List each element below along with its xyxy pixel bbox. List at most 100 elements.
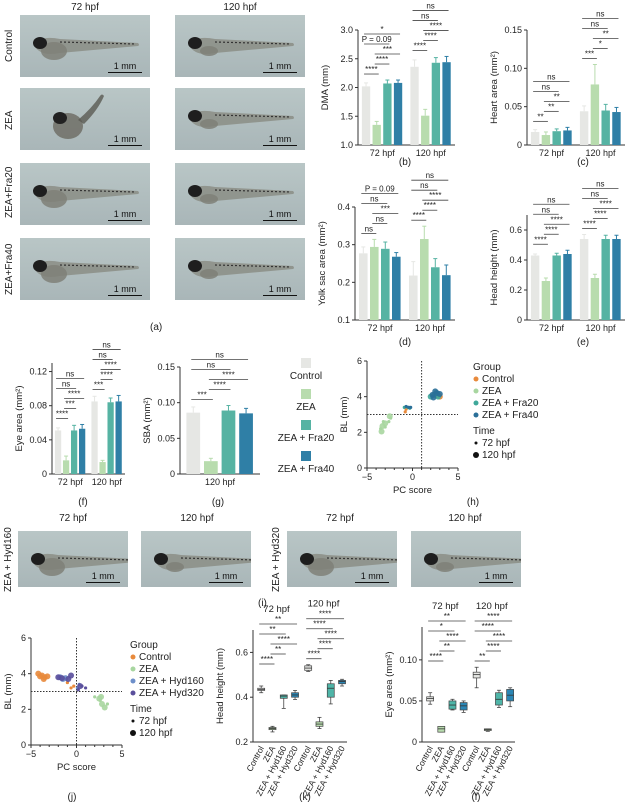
bar-control [579,239,589,320]
legend-label: Control [482,374,514,385]
significance-label: **** [365,65,377,74]
significance-label: **** [100,370,112,379]
significance-label: **** [319,640,331,649]
bar-zea-fra20 [601,239,610,320]
legend-label: ZEA + Fra40 [482,410,539,421]
significance-label: **** [493,632,505,641]
point-72hpf [69,686,73,690]
larva-image-hyd-1: 1 mm [141,531,251,587]
x-tick-label: 120 hpf [415,323,446,333]
point-72hpf [84,686,88,690]
box-2 [495,692,503,706]
y-axis-label: Eye area (mm²) [14,386,25,452]
bar-zea-fra40 [392,256,401,320]
larva-image-hyd-2: 1 mm [287,531,397,587]
significance-label: *** [381,204,390,213]
bar-zea-fra20 [381,248,390,320]
y-axis-label: Yolk sac area (mm²) [317,221,328,306]
panel-label-l: (l) [472,792,481,803]
y-tick-label: 0 [412,737,417,747]
bar-control [186,412,201,474]
panel-label-f: (f) [78,497,87,508]
significance-label: ** [269,625,275,634]
significance-label: ** [275,615,281,624]
box-3 [459,702,468,711]
bar-control [410,66,419,145]
y-tick-label: 2.0 [340,83,353,93]
y-axis-label: Head height (mm) [215,648,226,724]
significance-label: **** [424,31,436,40]
significance-label: ns [542,82,550,91]
point-120hpf [378,428,385,435]
y-tick-label: 0.05 [399,696,417,706]
significance-label: *** [94,380,103,389]
bar-zea-fra40 [612,239,621,320]
significance-label: ns [420,181,428,190]
significance-label: **** [534,235,546,244]
bar-zea-fra40 [612,112,621,145]
x-tick-label: 120 hpf [205,477,236,487]
y-axis-label: DMA (mm) [320,65,331,110]
legend-label: ZEA [139,664,159,675]
bar-zea [372,124,381,145]
significance-label: ns [421,11,429,20]
significance-label: **** [56,409,68,418]
significance-label: **** [446,632,458,641]
point-120hpf [101,704,108,711]
bar-zea [541,281,551,320]
bar-zea [590,278,600,320]
legend-group-title: Group [130,640,158,651]
larva-image-hyd-0: 1 mm [18,531,128,587]
larva-image-72hpf-3: 1 mm [20,238,150,300]
legend-label-control: Control [289,371,323,382]
significance-label: ns [547,72,555,81]
bar-zea-fra20 [431,267,440,320]
x-axis-label: PC score [393,485,432,496]
significance-label: *** [585,50,594,59]
significance-label: **** [545,225,557,234]
bar-zea [204,461,218,474]
larva-image-hyd-3: 1 mm [411,531,521,587]
legend-swatch-fra20 [301,420,311,430]
y-tick-label: 3.0 [340,25,353,35]
bar-zea-fra40 [115,401,122,474]
y-tick-label: 6 [357,356,362,366]
bar-control [530,255,540,320]
bar-zea-fra40 [442,62,451,146]
y-tick-label: 0.4 [509,255,522,265]
legend-group-title: Group [473,362,501,373]
legend-marker [473,412,479,418]
box-2 [279,694,288,699]
legend-time-title: Time [130,704,152,715]
y-tick-label: 0.2 [337,277,350,287]
group-title: 120 hpf [476,601,508,612]
panel-label-c: (c) [577,157,589,168]
legend-swatch-zea [301,389,311,399]
significance-label: ** [537,112,543,121]
y-tick-label: 0.12 [29,367,47,377]
significance-label: **** [429,191,441,200]
point-72hpf [404,404,408,409]
significance-label: **** [413,211,425,220]
significance-label: **** [424,201,436,210]
bar-control [359,253,368,320]
scale-bar: 1 mm [108,284,142,296]
significance-label: ** [444,642,450,651]
y-tick-label: 4 [357,392,362,402]
bar-zea [590,84,600,145]
point-120hpf [40,676,47,683]
group-title: 72 hpf [432,601,459,612]
bar-zea-fra20 [552,131,561,145]
x-tick-label: 72 hpf [367,323,393,333]
column-header-120hpf: 120 hpf [223,2,257,13]
bar-zea [541,135,551,145]
larva-image-120hpf-3: 1 mm [175,238,305,300]
y-tick-label: 0.10 [399,655,417,665]
bar-zea-fra20 [552,255,561,320]
legend-time-marker [131,719,135,723]
y-axis-label: Head height (mm) [489,229,500,305]
y-tick-label: 0 [517,140,522,150]
larva-image-120hpf-0: 1 mm [175,15,305,77]
y-tick-label: 0.10 [504,63,522,73]
legend-marker [130,678,136,684]
